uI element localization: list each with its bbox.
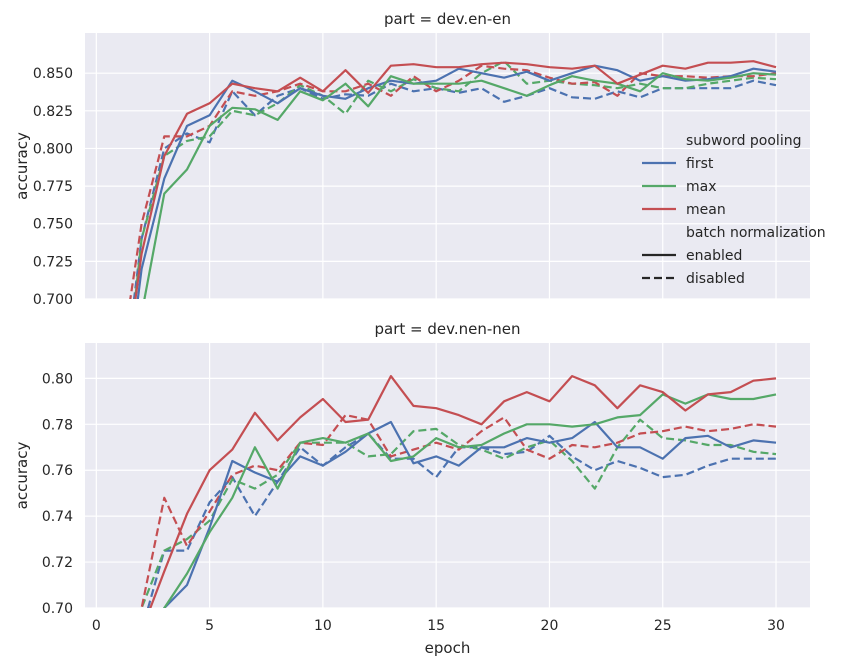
panel-0-ytick-label-4: 0.800 [33,141,73,157]
panel-0-line-max-enabled [143,72,777,299]
panel-1-line-max-disabled [140,418,777,608]
xtick-label-1: 5 [205,618,214,634]
legend-label-max: max [686,179,717,195]
xtick-label-2: 10 [314,618,332,634]
legend-label-enabled: enabled [686,248,742,264]
panel-1-line-mean-enabled [149,375,777,608]
panel-1-line-first-enabled [163,420,777,608]
panel-0-ytick-label-5: 0.825 [33,104,73,120]
xtick-label-6: 30 [767,618,785,634]
panel-0-ytick-label-2: 0.750 [33,217,73,233]
legend-label-mean: mean [686,202,726,218]
legend-label-first: first [686,156,714,172]
xtick-label-5: 25 [654,618,672,634]
panel-1-ytick-label-5: 0.80 [42,371,73,387]
xtick-label-3: 15 [427,618,445,634]
xtick-label-4: 20 [541,618,559,634]
panel-1-ylabel: accuracy [13,442,31,510]
xtick-label-0: 0 [92,618,101,634]
legend: subword pooling first max mean batch normali… [642,133,826,287]
legend-hue-title: subword pooling [686,133,801,149]
panel-0-ylabel: accuracy [13,132,31,200]
legend-style-title: batch normalization [686,225,826,241]
panel-1-line-first-disabled [146,432,776,608]
panel-1-ytick-label-0: 0.70 [42,601,73,617]
panel-1-series-group [140,375,777,608]
panel-1-ytick-label-1: 0.72 [42,555,73,571]
panel-0-ytick-label-1: 0.725 [33,254,73,270]
panel-0-ytick-label-6: 0.850 [33,66,73,82]
panel-0-line-mean-enabled [134,60,777,299]
panel-1-ytick-label-3: 0.76 [42,463,73,479]
panel-0-ytick-label-3: 0.775 [33,179,73,195]
panel-1-ytick-label-2: 0.74 [42,509,73,525]
panel-1-ytick-label-4: 0.78 [42,417,73,433]
panel-1-line-mean-disabled [140,414,777,608]
panel-0-ytick-label-0: 0.700 [33,292,73,308]
panel-1-title: part = dev.nen-nen [375,320,521,338]
panel-0-line-max-disabled [134,60,777,299]
panel-0-title: part = dev.en-en [384,10,511,28]
panel-0-series-group [129,60,777,299]
x-axis-label: epoch [425,639,471,657]
legend-label-disabled: disabled [686,271,745,287]
